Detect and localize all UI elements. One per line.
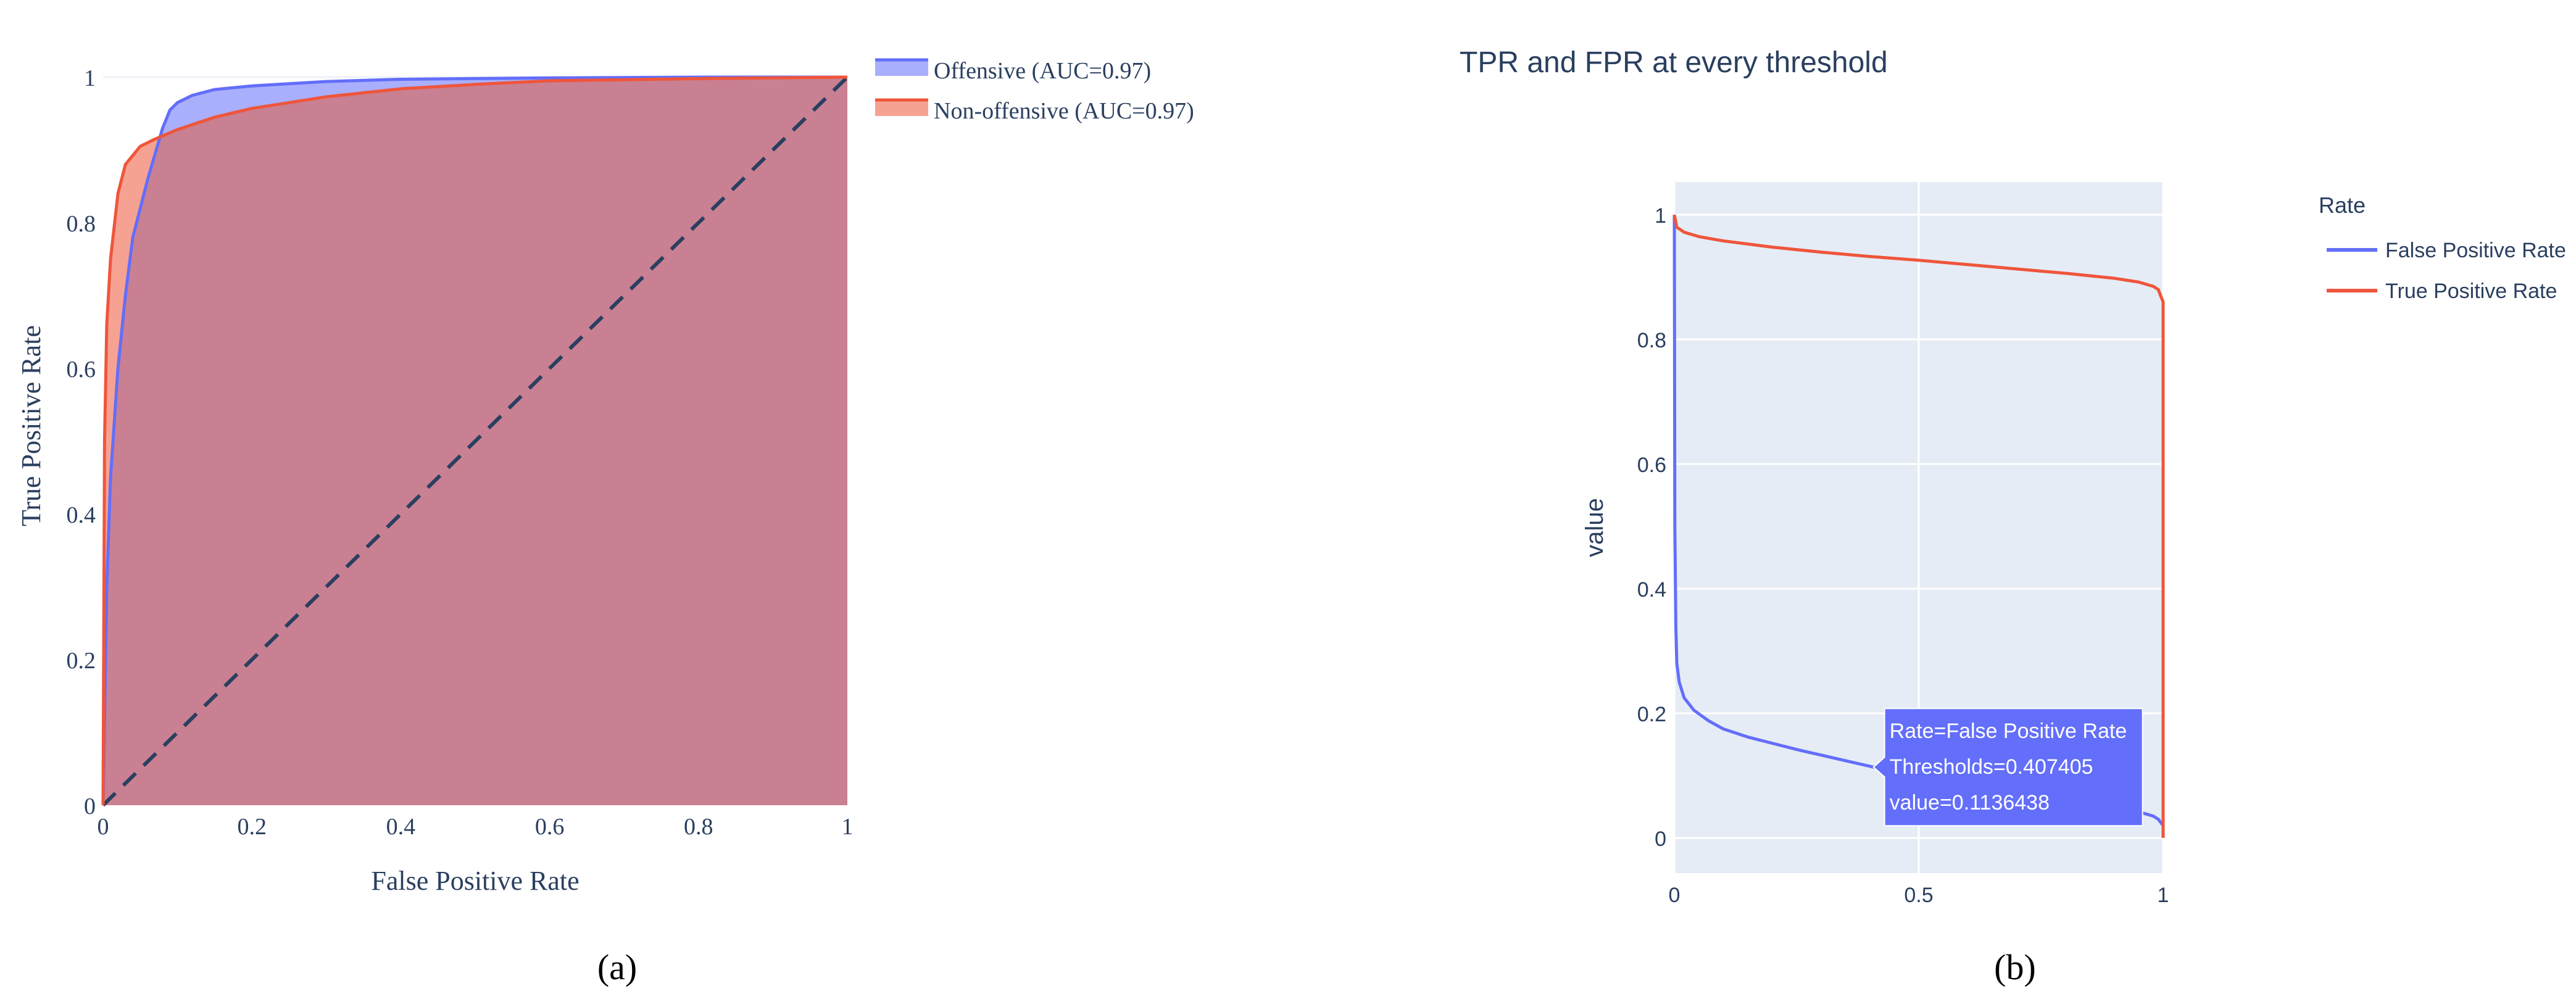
- panel-b-caption: (b): [1994, 947, 2036, 987]
- threshold-chart-panel: TPR and FPR at every threshold 0 0.2 0.4 0.…: [1460, 46, 2566, 987]
- legend-label-non-offensive: Non-offensive (AUC=0.97): [934, 98, 1194, 124]
- legend-title: Rate: [2319, 193, 2366, 218]
- panel-a-caption: (a): [597, 947, 637, 987]
- threshold-y-tick-label: 0.2: [1637, 703, 1666, 726]
- legend-label-offensive: Offensive (AUC=0.97): [934, 58, 1151, 84]
- threshold-x-tick-label: 0: [1669, 884, 1681, 907]
- roc-y-tick-label: 0: [84, 794, 96, 819]
- roc-chart-panel: 0 0.2 0.4 0.6 0.8 1 0 0.2 0.4 0.6 0.8 1 False Posi…: [16, 43, 1194, 987]
- roc-y-tick-label: 0.2: [67, 648, 96, 674]
- threshold-y-axis-title: value: [1581, 498, 1608, 557]
- roc-y-ticks: 0 0.2 0.4 0.6 0.8 1: [67, 65, 96, 819]
- roc-y-tick-label: 0.6: [67, 357, 96, 383]
- threshold-legend: Rate False Positive Rate True Positive Ra…: [2319, 193, 2566, 303]
- roc-x-tick-label: 0: [98, 814, 109, 840]
- roc-y-axis-title: True Positive Rate: [16, 325, 46, 526]
- roc-x-tick-label: 0.2: [237, 814, 267, 840]
- roc-curve-layer: [101, 75, 848, 806]
- roc-y-tick-label: 1: [84, 65, 96, 91]
- roc-x-tick-label: 0.4: [386, 814, 416, 840]
- roc-x-tick-label: 0.8: [684, 814, 713, 840]
- roc-x-tick-label: 0.6: [535, 814, 565, 840]
- random-classifier-diagonal: [101, 75, 849, 807]
- threshold-x-tick-label: 0.5: [1904, 884, 1933, 907]
- roc-x-ticks: 0 0.2 0.4 0.6 0.8 1: [98, 814, 854, 840]
- threshold-x-ticks: 0 0.5 1: [1669, 884, 2169, 907]
- threshold-y-tick-label: 1: [1655, 204, 1666, 228]
- threshold-line-true-positive-rate: [1672, 214, 2165, 838]
- roc-legend: Offensive (AUC=0.97) Non-offensive (AUC=0…: [875, 58, 1194, 124]
- roc-x-axis-title: False Positive Rate: [371, 866, 579, 896]
- tooltip-line: Thresholds=0.407405: [1890, 755, 2093, 779]
- tooltip-box: [1872, 708, 2143, 827]
- roc-y-tick-label: 0.4: [67, 502, 96, 528]
- roc-y-tick-label: 0.8: [67, 211, 96, 237]
- threshold-y-tick-label: 0.6: [1637, 454, 1666, 477]
- tooltip-line: value=0.1136438: [1890, 791, 2050, 814]
- threshold-x-tick-label: 1: [2158, 884, 2169, 907]
- threshold-y-tick-label: 0.4: [1637, 578, 1666, 602]
- legend-label-false-positive-rate: False Positive Rate: [2385, 239, 2566, 262]
- roc-line-non-offensive: [101, 75, 848, 806]
- roc-line-offensive: [101, 75, 847, 806]
- legend-label-true-positive-rate: True Positive Rate: [2385, 280, 2557, 303]
- legend-swatch-non-offensive: [875, 100, 928, 116]
- threshold-chart-title: TPR and FPR at every threshold: [1460, 46, 1888, 79]
- threshold-y-tick-label: 0.8: [1637, 329, 1666, 352]
- roc-x-tick-label: 1: [842, 814, 854, 840]
- threshold-y-ticks: 0 0.2 0.4 0.6 0.8 1: [1637, 204, 1666, 851]
- hover-tooltip: Rate=False Positive Rate Thresholds=0.407…: [1872, 708, 2143, 827]
- legend-swatch-offensive: [875, 60, 928, 76]
- tooltip-line: Rate=False Positive Rate: [1890, 719, 2127, 743]
- threshold-y-tick-label: 0: [1655, 827, 1666, 851]
